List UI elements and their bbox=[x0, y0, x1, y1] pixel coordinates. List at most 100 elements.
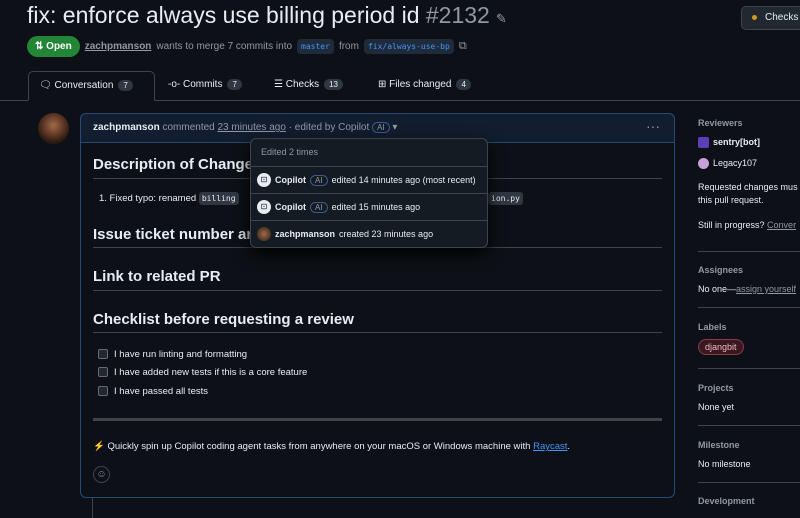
reviewer-name: Legacy107 bbox=[713, 158, 758, 168]
footer-text: Quickly spin up Copilot coding agent tas… bbox=[107, 441, 531, 452]
tab-label: Files changed bbox=[389, 79, 452, 90]
checklist-item[interactable]: I have passed all tests bbox=[98, 386, 208, 397]
edit-history-popup: Edited 2 times ⊡ Copilot AI edited 14 minut… bbox=[250, 138, 488, 248]
merge-text: wants to merge 7 commits into bbox=[156, 41, 293, 52]
heading-checklist: Checklist before requesting a review bbox=[93, 311, 354, 328]
edit-history-row[interactable]: ⊡ Copilot AI edited 15 minutes ago bbox=[251, 193, 487, 220]
ai-badge: AI bbox=[372, 122, 390, 133]
row-text: created 23 minutes ago bbox=[339, 229, 434, 239]
list-item-tail: ion.py bbox=[488, 192, 523, 205]
list-item: 1. Fixed typo: renamed billing bbox=[99, 192, 239, 205]
status-badge: ⇅ Open bbox=[27, 36, 80, 57]
pr-title-text: fix: enforce always use billing period i… bbox=[27, 2, 420, 28]
checklist-icon: ☰ bbox=[274, 79, 283, 90]
comment-author[interactable]: zachpmanson bbox=[93, 122, 160, 133]
comment-time[interactable]: 23 minutes ago bbox=[217, 122, 286, 133]
checks-button[interactable]: Checks bbox=[741, 6, 800, 30]
edit-history-row[interactable]: ⊡ Copilot AI edited 14 minutes ago (most re… bbox=[251, 166, 487, 193]
status-text: Open bbox=[46, 41, 72, 52]
avatar[interactable] bbox=[38, 113, 69, 144]
code-snippet: billing bbox=[198, 192, 239, 205]
in-progress-text: Still in progress? bbox=[698, 220, 765, 230]
chevron-down-icon[interactable]: ▾ bbox=[392, 122, 398, 133]
reviewer-name: sentry[bot] bbox=[713, 137, 760, 147]
tab-count: 13 bbox=[324, 79, 344, 90]
avatar bbox=[257, 227, 271, 241]
checklist-text: I have passed all tests bbox=[114, 386, 208, 397]
convert-to-draft-link[interactable]: Conver bbox=[767, 220, 797, 230]
row-text: edited 14 minutes ago (most recent) bbox=[331, 175, 476, 185]
avatar bbox=[698, 158, 709, 170]
checklist-text: I have added new tests if this is a core… bbox=[114, 367, 308, 378]
row-user: zachpmanson bbox=[275, 229, 336, 239]
milestone-heading[interactable]: Milestone bbox=[698, 440, 740, 450]
comment-icon: 🗨︎ bbox=[39, 80, 52, 91]
tab-conversation[interactable]: 🗨︎ Conversation 7 bbox=[28, 71, 155, 101]
copilot-icon: ⊡ bbox=[257, 173, 271, 187]
assignees-heading[interactable]: Assignees bbox=[698, 265, 744, 275]
popup-title: Edited 2 times bbox=[261, 147, 319, 157]
timeline-line bbox=[92, 498, 93, 518]
tab-files-changed[interactable]: ⊞ Files changed 4 bbox=[368, 71, 481, 101]
assign-yourself-link[interactable]: assign yourself bbox=[736, 284, 797, 294]
copilot-icon: ⊡ bbox=[257, 200, 271, 214]
heading-description: Description of Change bbox=[93, 156, 254, 173]
comment-action: commented bbox=[162, 122, 215, 133]
lightning-icon: ⚡ bbox=[93, 441, 105, 452]
checklist-item[interactable]: I have added new tests if this is a core… bbox=[98, 367, 307, 378]
divider bbox=[93, 332, 662, 333]
tab-count: 7 bbox=[227, 79, 242, 90]
label-badge[interactable]: djangbit bbox=[698, 339, 744, 355]
copy-icon[interactable]: ⧉ bbox=[458, 40, 467, 52]
edit-history-row[interactable]: zachpmanson created 23 minutes ago bbox=[251, 220, 487, 247]
projects-value: None yet bbox=[698, 402, 735, 412]
row-text: edited 15 minutes ago bbox=[331, 202, 421, 212]
tab-label: Checks bbox=[285, 79, 320, 90]
assignees-value: No one—assign yourself bbox=[698, 284, 800, 294]
kebab-menu-icon[interactable]: ··· bbox=[646, 118, 660, 134]
divider bbox=[698, 425, 800, 426]
base-branch[interactable]: master bbox=[297, 39, 334, 54]
author-link[interactable]: zachpmanson bbox=[84, 41, 152, 52]
add-reaction-icon[interactable]: ☺ bbox=[93, 466, 110, 483]
edit-pencil-icon[interactable]: ✎ bbox=[495, 11, 507, 26]
commit-icon: -o- bbox=[168, 79, 181, 90]
reviewer-item[interactable]: Legacy107 bbox=[698, 158, 800, 170]
divider bbox=[93, 290, 662, 291]
row-user: Copilot bbox=[275, 175, 306, 185]
labels-heading[interactable]: Labels bbox=[698, 322, 727, 332]
heading-link: Link to related PR bbox=[93, 268, 221, 285]
tab-commits[interactable]: -o- Commits 7 bbox=[158, 71, 252, 101]
divider bbox=[698, 482, 800, 483]
milestone-value: No milestone bbox=[698, 459, 751, 469]
code-snippet: ion.py bbox=[488, 192, 523, 205]
raycast-link[interactable]: Raycast bbox=[533, 441, 568, 452]
checks-label: Checks bbox=[765, 12, 799, 23]
pending-dot-icon bbox=[752, 14, 757, 20]
divider bbox=[698, 368, 800, 369]
tab-label: Conversation bbox=[54, 80, 114, 91]
tab-label: Commits bbox=[183, 79, 223, 90]
head-branch[interactable]: fix/always-use-bp bbox=[363, 39, 454, 54]
development-heading[interactable]: Development bbox=[698, 496, 755, 506]
edited-by[interactable]: · edited by Copilot bbox=[288, 122, 370, 133]
heading-issue: Issue ticket number ar bbox=[93, 226, 253, 243]
list-text: 1. Fixed typo: renamed bbox=[99, 193, 197, 204]
divider bbox=[698, 251, 800, 252]
note-line: Requested changes mus bbox=[698, 182, 798, 192]
checkbox[interactable] bbox=[98, 386, 108, 397]
checkbox[interactable] bbox=[98, 349, 108, 360]
tab-checks[interactable]: ☰ Checks 13 bbox=[264, 71, 353, 101]
tab-count: 4 bbox=[456, 79, 471, 90]
requested-changes-note: Requested changes mus this pull request. bbox=[698, 181, 800, 207]
from-text: from bbox=[338, 41, 359, 52]
reviewer-item[interactable]: sentry[bot] bbox=[698, 137, 800, 149]
checklist-item[interactable]: I have run linting and formatting bbox=[98, 349, 247, 360]
in-progress: Still in progress? Conver bbox=[698, 220, 800, 230]
assignees-none: No one— bbox=[698, 284, 737, 294]
projects-heading[interactable]: Projects bbox=[698, 383, 734, 393]
checkbox[interactable] bbox=[98, 367, 108, 378]
reviewers-heading[interactable]: Reviewers bbox=[698, 118, 743, 128]
footer-note: ⚡ Quickly spin up Copilot coding agent t… bbox=[93, 441, 570, 452]
row-user: Copilot bbox=[275, 202, 306, 212]
